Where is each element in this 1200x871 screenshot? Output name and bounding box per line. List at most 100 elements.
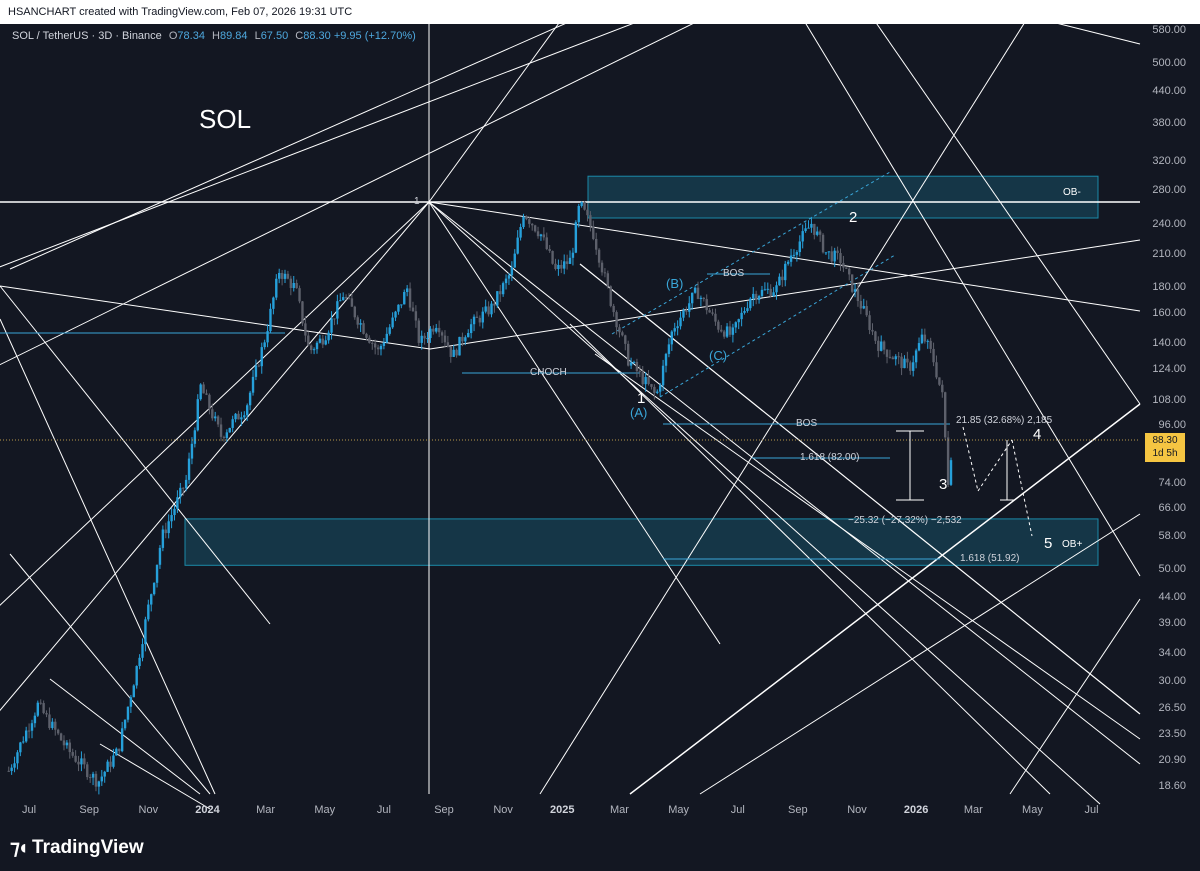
y-tick-label: 240.00 [1152,218,1186,231]
candle-body [315,342,319,350]
candle-body [705,299,708,311]
candle-body [208,394,211,410]
candle-body [641,371,644,385]
credit-bar: HSANCHART created with TradingView.com, … [0,0,1200,24]
candle-body [141,644,144,658]
candle-body [394,311,397,318]
candle-body [74,755,77,762]
fan-line [0,24,634,268]
candle-body [437,327,441,333]
candle-body [676,326,679,329]
candle-body [949,460,953,485]
candle-body [545,237,548,250]
candle-body [574,222,578,253]
candle-body [938,377,941,385]
candle-body [333,318,336,320]
candle-body [888,356,892,358]
candle-body [423,335,426,339]
fan-line [428,201,1141,312]
fan-line [428,201,721,645]
candle-body [749,298,752,309]
current-price-tag: 88.30 1d 5h [1145,433,1185,462]
y-tick-label: 18.60 [1158,779,1186,792]
candle-body [894,356,897,360]
candle-body [885,349,889,357]
candle-body [868,315,871,330]
candle-body [51,721,54,728]
candle-body [199,384,202,400]
y-tick-label: 66.00 [1158,501,1186,514]
candle-body [158,547,162,565]
fan-line [428,201,1101,805]
candle-body [760,289,764,296]
candle-body [906,358,909,363]
candle-body [478,317,482,323]
ray-line [805,24,1141,577]
candle-body [429,328,432,339]
candle-body [946,437,950,485]
candle-body [484,306,487,312]
candle-body [746,308,749,312]
candle-body [472,316,476,325]
candle-body [722,331,726,337]
candle-body [688,303,691,312]
candle-body [120,728,124,752]
candle-body [708,310,711,313]
candle-body [606,273,610,287]
candle-body [935,362,938,378]
candle-body [874,331,877,341]
candle-body [816,231,819,235]
candle-body [71,752,74,756]
candle-body [176,497,179,509]
candle-body [696,287,700,299]
x-tick-label: Jul [376,804,391,816]
candle-body [408,288,412,308]
fib-label-1: 1.618 (82.00) [800,452,860,463]
candle-body [784,263,787,281]
candle-body [490,303,493,315]
candle-body [16,752,19,764]
price-chart[interactable] [0,24,1200,826]
candle-body [533,225,537,232]
candle-body [810,223,813,228]
candle-body [554,263,557,270]
candle-body [353,306,357,318]
y-tick-label: 58.00 [1158,530,1186,543]
candle-body [775,285,778,293]
candle-body [458,336,461,356]
y-tick-label: 440.00 [1152,85,1186,98]
y-tick-label: 180.00 [1152,281,1186,294]
candle-body [586,209,589,216]
candle-body [19,742,22,753]
candle-body [190,443,194,459]
x-tick-label: Nov [138,804,159,816]
candle-body [926,340,929,342]
candle-body [487,306,490,315]
candle-body [845,267,848,269]
candle-body [679,317,682,327]
candle-body [792,254,796,256]
candle-body [22,741,25,743]
candle-body [106,761,109,772]
chart-title: SOL [199,104,252,134]
candle-body [912,362,915,371]
candle-body [766,288,769,290]
zone-ob-minus[interactable] [587,175,1099,219]
candle-body [897,356,900,358]
candle-body [196,399,199,431]
candle-body [769,288,772,297]
candle-body [714,313,717,322]
candle-body [97,781,101,787]
candle-body [583,202,586,210]
candle-body [243,415,246,418]
ray-line [539,24,1025,795]
close-label: C [295,30,304,42]
candle-body [670,331,674,345]
tradingview-logo[interactable]: ⁊◖ TradingView [10,835,144,860]
candle-body [536,231,540,237]
candle-body [341,297,345,301]
y-tick-label: 160.00 [1152,307,1186,320]
candle-body [661,365,665,386]
measure-down-label: −25.32 (−27.32%) −2,532 [848,515,962,526]
candle-body [612,305,615,313]
